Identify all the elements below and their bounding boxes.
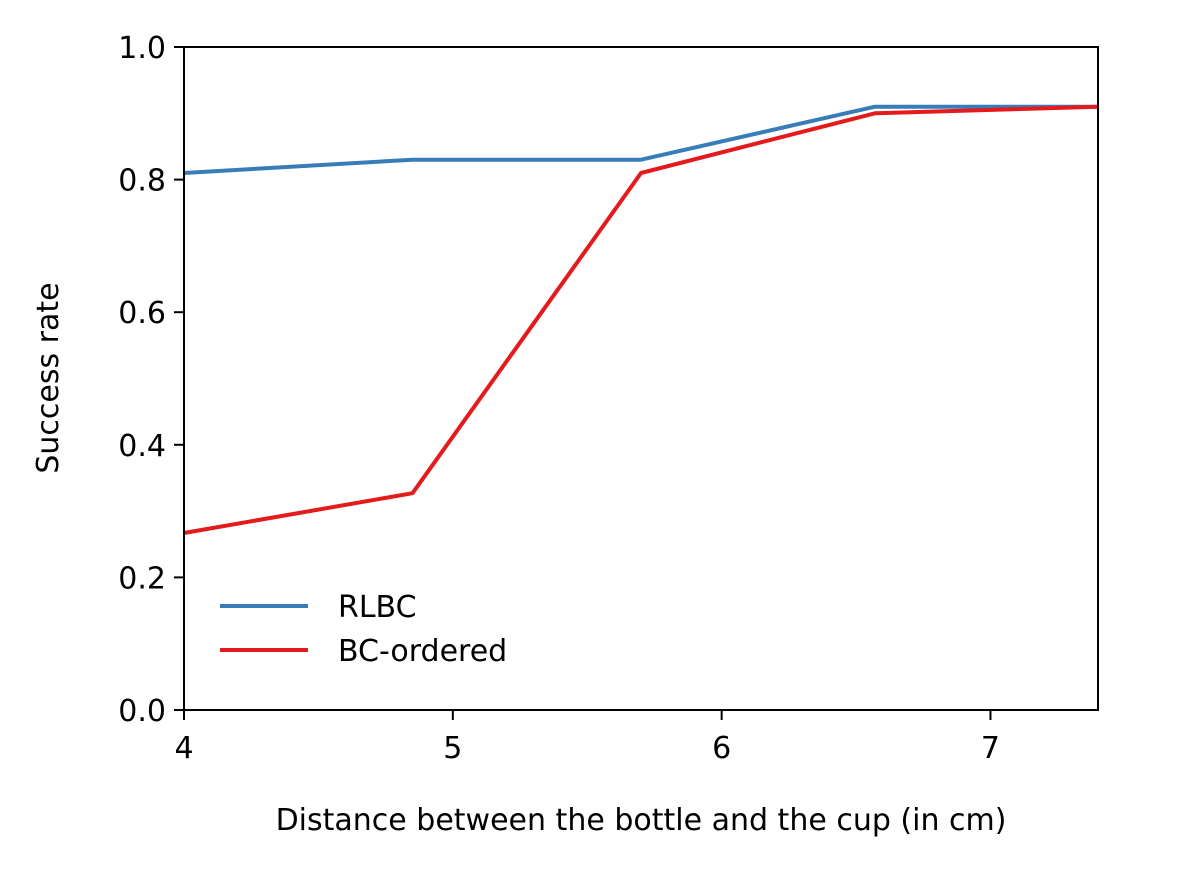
y-axis-label: Success rate (31, 282, 66, 473)
y-axis: 0.0 0.2 0.4 0.6 0.8 1.0 (118, 31, 184, 729)
x-tick-label: 6 (712, 731, 731, 766)
legend-label-bc-ordered: BC-ordered (338, 634, 507, 669)
x-axis-label: Distance between the bottle and the cup … (276, 803, 1007, 838)
y-tick-label: 0.8 (118, 164, 166, 199)
series-line-bc-ordered (183, 104, 1099, 535)
plot-frame (183, 46, 1099, 711)
legend-label-rlbc: RLBC (338, 590, 417, 625)
x-tick-label: 7 (981, 731, 1000, 766)
y-tick-label: 0.0 (118, 694, 166, 729)
series-line-rlbc (183, 104, 1098, 175)
plot-lines (183, 104, 1099, 535)
x-tick-label: 4 (174, 731, 193, 766)
legend: RLBC BC-ordered (220, 590, 507, 669)
y-tick-label: 0.6 (118, 296, 166, 331)
y-tick-label: 0.4 (118, 429, 166, 464)
x-axis: 4 5 6 7 (174, 710, 1000, 766)
y-tick-label: 1.0 (118, 31, 166, 66)
y-tick-label: 0.2 (118, 561, 166, 596)
x-tick-label: 5 (443, 731, 462, 766)
